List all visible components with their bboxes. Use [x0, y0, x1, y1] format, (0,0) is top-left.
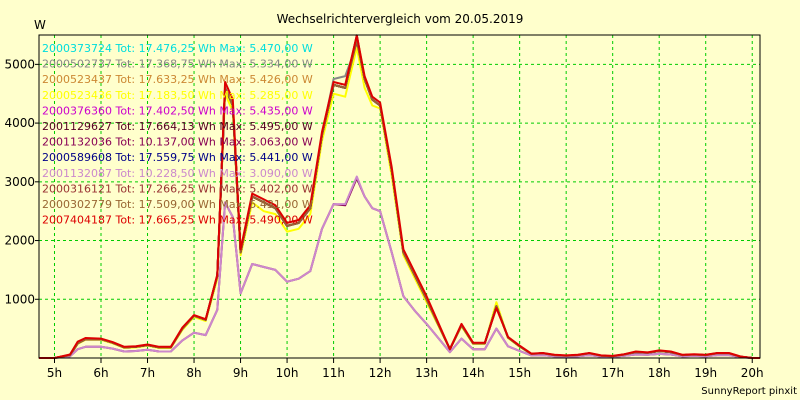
x-axis: 5h 6h 7h 8h 9h 10h 11h 12h 13h 14h 15h 16h 17h 18h 19h…: [47, 358, 764, 380]
y-tick-label: 3000: [4, 175, 35, 189]
x-tick-label: 18h: [648, 366, 671, 380]
y-axis-label: W: [34, 18, 46, 32]
y-axis: 1000 2000 3000 4000 5000: [4, 57, 39, 306]
legend-entry-1: 2000502737 Tot: 17.368,75 Wh Max: 5.334,…: [42, 58, 313, 71]
plot-frame: [38, 34, 761, 359]
x-tick-label: 13h: [415, 366, 438, 380]
x-tick-label: 9h: [233, 366, 248, 380]
x-tick-label: 14h: [462, 366, 485, 380]
legend-entry-8: 2001132087 Tot: 10.228,50 Wh Max: 3.090,…: [42, 167, 313, 180]
legend-entry-11: 2007404187 Tot: 17.665,25 Wh Max: 5.490,…: [42, 214, 313, 227]
x-tick-label: 5h: [47, 366, 62, 380]
legend-entry-5: 2001129627 Tot: 17.664,13 Wh Max: 5.495,…: [42, 120, 313, 133]
y-tick-label: 5000: [4, 57, 35, 71]
legend: 2000373724 Tot: 17.476,25 Wh Max: 5.470,…: [42, 42, 313, 227]
x-tick-label: 8h: [186, 366, 201, 380]
legend-entry-6: 2001132036 Tot: 10.137,00 Wh Max: 3.063,…: [42, 136, 313, 149]
x-tick-label: 10h: [276, 366, 299, 380]
x-tick-label: 7h: [140, 366, 155, 380]
series-line-11: [39, 34, 760, 359]
x-tick-label: 12h: [369, 366, 392, 380]
legend-entry-10: 2000302779 Tot: 17.509,00 Wh Max: 5.431,…: [42, 198, 313, 211]
x-tick-label: 17h: [601, 366, 624, 380]
x-tick-label: 16h: [555, 366, 578, 380]
series-lines: [39, 34, 760, 359]
x-tick-label: 15h: [508, 366, 531, 380]
legend-entry-0: 2000373724 Tot: 17.476,25 Wh Max: 5.470,…: [42, 42, 313, 55]
y-tick-label: 2000: [4, 234, 35, 248]
legend-entry-3: 2000523436 Tot: 17.183,50 Wh Max: 5.285,…: [42, 89, 313, 102]
series-line-8: [39, 175, 760, 359]
y-tick-label: 1000: [4, 292, 35, 306]
legend-entry-2: 2000523437 Tot: 17.633,25 Wh Max: 5.426,…: [42, 73, 313, 86]
grid: [39, 35, 760, 358]
legend-entry-4: 2000376360 Tot: 17.402,50 Wh Max: 5.435,…: [42, 104, 313, 117]
chart-title: Wechselrichtervergleich vom 20.05.2019: [277, 12, 524, 26]
x-tick-label: 20h: [741, 366, 764, 380]
x-tick-label: 11h: [322, 366, 345, 380]
footer-credit: SunnyReport pinxit: [701, 386, 797, 397]
x-tick-label: 19h: [694, 366, 717, 380]
x-tick-label: 6h: [93, 366, 108, 380]
legend-entry-9: 2000316121 Tot: 17.266,25 Wh Max: 5.402,…: [42, 182, 313, 195]
y-tick-label: 4000: [4, 116, 35, 130]
legend-entry-7: 2000589608 Tot: 17.559,75 Wh Max: 5.441,…: [42, 151, 313, 164]
